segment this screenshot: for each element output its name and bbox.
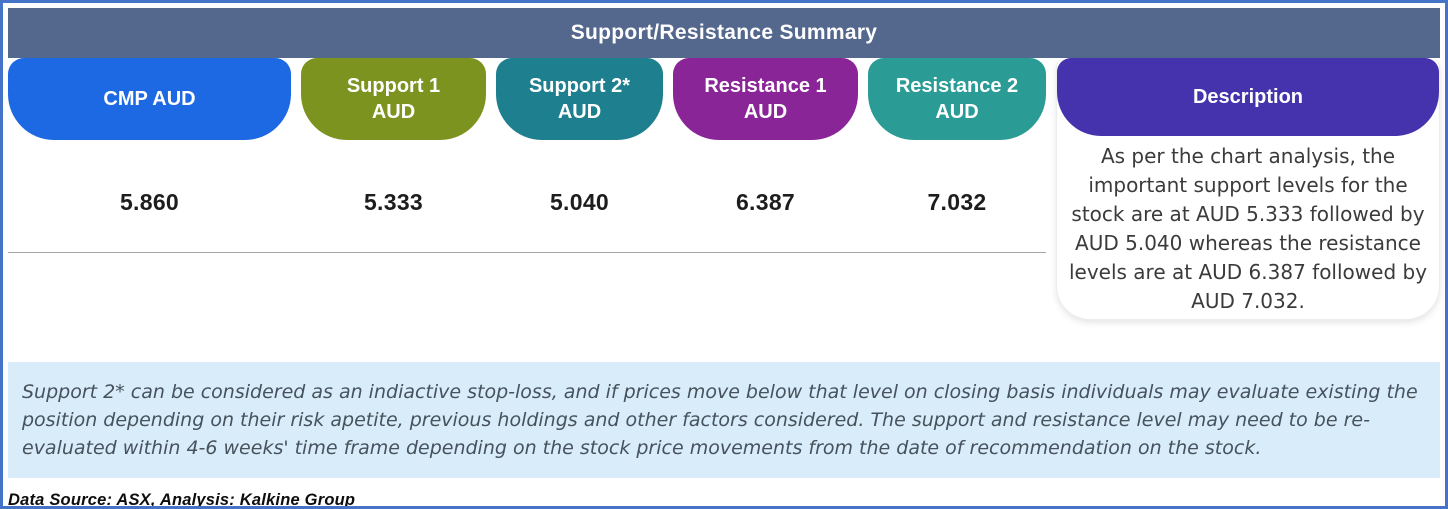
resistance-2-value: 7.032 xyxy=(927,188,987,215)
support-2-value: 5.040 xyxy=(549,188,610,215)
description-text: As per the chart analysis, the important… xyxy=(1068,144,1428,313)
disclaimer-box: Support 2* can be considered as an india… xyxy=(8,362,1440,478)
support-1-value: 5.333 xyxy=(363,188,424,215)
summary-table: CMP AUD Support 1 AUD Support 2* AUD Res… xyxy=(8,58,1440,322)
disclaimer-text: Support 2* can be considered as an india… xyxy=(22,381,1418,459)
data-source-note: Data Source: ASX, Analysis: Kalkine Grou… xyxy=(8,491,356,509)
column-header-description: Description xyxy=(1057,58,1439,136)
column-header-support-1: Support 1 AUD xyxy=(301,58,486,140)
table-divider xyxy=(8,252,1046,253)
page-title: Support/Resistance Summary xyxy=(570,21,878,44)
resistance-1-value: 6.387 xyxy=(735,188,796,215)
column-header-resistance-2: Resistance 2 AUD xyxy=(868,58,1046,140)
title-bar: Support/Resistance Summary xyxy=(8,8,1440,58)
column-header-resistance-1: Resistance 1 AUD xyxy=(673,58,858,140)
cmp-aud-value: 5.860 xyxy=(119,188,180,215)
description-card: Description As per the chart analysis, t… xyxy=(1056,58,1440,320)
column-header-support-2: Support 2* AUD xyxy=(496,58,663,140)
column-header-cmp-aud: CMP AUD xyxy=(8,58,291,140)
